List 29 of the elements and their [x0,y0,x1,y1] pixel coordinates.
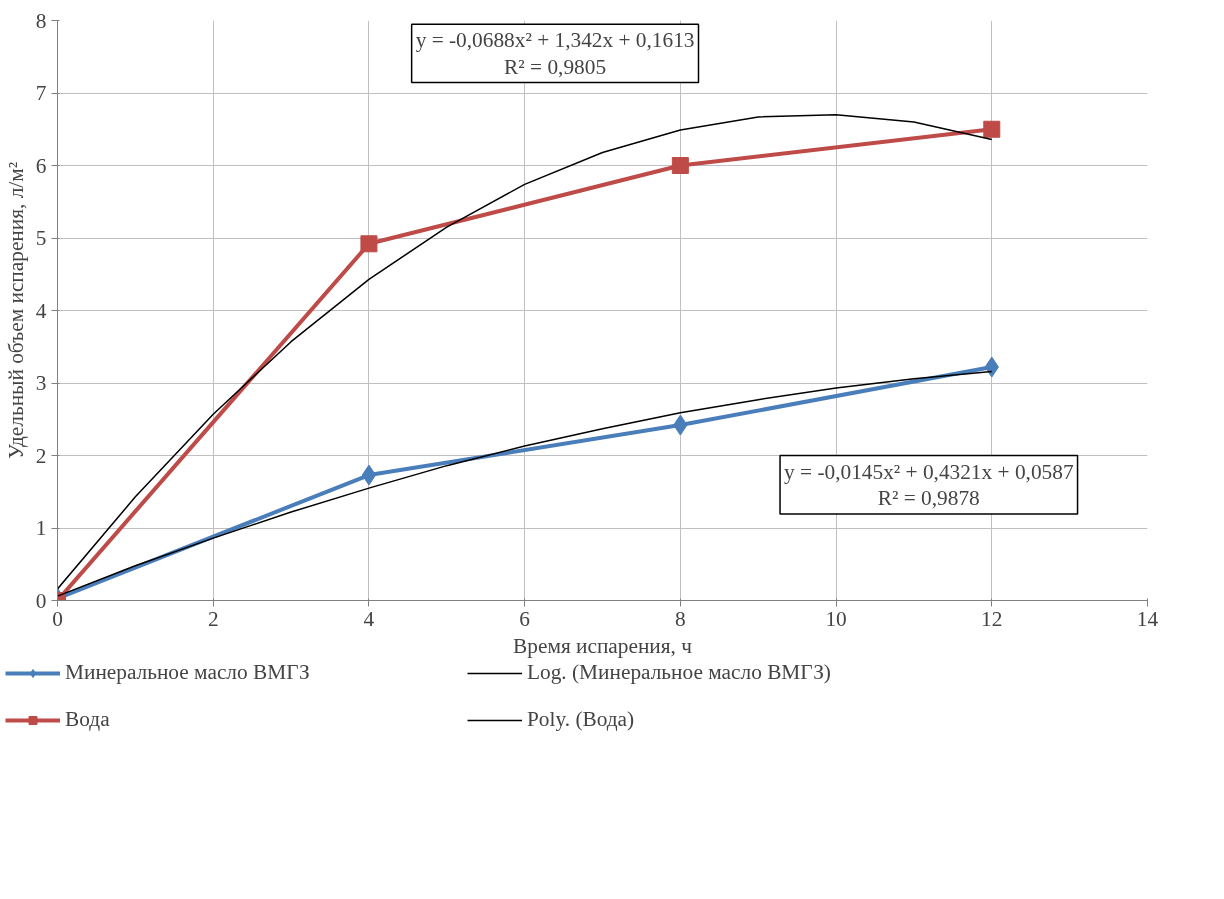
y-tick-label: 5 [35,226,47,250]
point [983,120,1001,138]
x-tick-label: 14 [1136,606,1159,631]
point [360,235,378,253]
y-axis-title: Удельный объем испарения, л/м² [3,161,28,460]
point [671,157,689,174]
annotation: y = -0,0688x² + 1,342x + 0,1613 R² = 0,9805 [415,28,695,79]
x-tick-label: 2 [207,606,219,631]
x-tick-label: 0 [52,606,63,631]
legend-label: Минеральное масло ВМГЗ [65,660,311,685]
y-tick-label: 0 [35,588,47,613]
y-tick-label: 1 [35,516,47,540]
legend-label: Poly. (Вода) [527,707,636,732]
legend-label: Log. (Минеральное масло ВМГЗ) [527,660,832,685]
y-tick-label: 4 [35,298,47,323]
x-tick-label: 12 [981,606,1003,631]
y-tick-label: 7 [35,81,47,105]
y-tick-label: 2 [35,443,47,468]
y-tick-label: 8 [35,8,47,33]
x-tick-label: 6 [519,606,531,631]
x-tick-label: 8 [675,606,686,631]
x-tick-label: 4 [363,606,375,631]
annotation: y = -0,0145x² + 0,4321x + 0,0587 R² = 0,9878 [784,459,1074,510]
y-tick-label: 6 [35,153,47,178]
legend-label: Вода [65,707,111,732]
point [361,464,377,486]
x-tick-label: 10 [825,606,847,631]
x-axis-title: Время испарения, ч [513,633,693,658]
y-tick-label: 3 [35,371,47,395]
